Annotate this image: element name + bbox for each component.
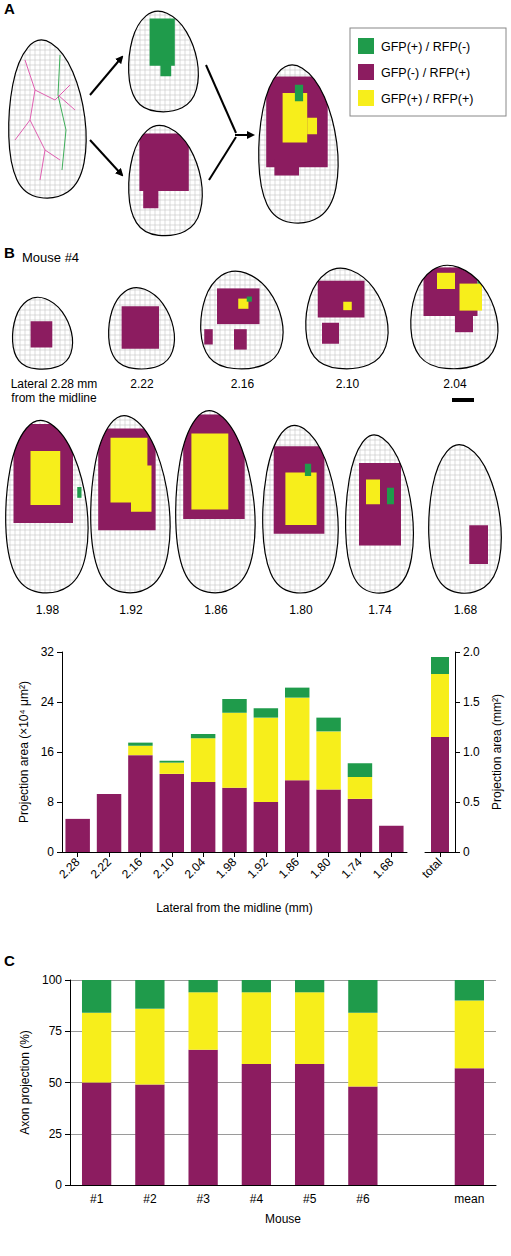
- svg-text:#5: #5: [303, 1192, 317, 1206]
- html-text:2.22: 2.22: [130, 377, 154, 391]
- svg-text:50: 50: [49, 1076, 63, 1090]
- svg-text:1.68: 1.68: [370, 855, 397, 882]
- html-text:Lateral 2.28 mm from the midli: Lateral 2.28 mm from the midline: [10, 377, 98, 405]
- svg-text:#2: #2: [143, 1192, 157, 1206]
- svg-text:75: 75: [49, 1024, 63, 1038]
- html-text:A: A: [4, 0, 15, 17]
- svg-text:0: 0: [463, 845, 470, 859]
- svg-text:GFP(-) / RFP(+): GFP(-) / RFP(+): [381, 66, 470, 80]
- svg-text:#6: #6: [356, 1192, 370, 1206]
- svg-text:1.74: 1.74: [339, 855, 366, 882]
- svg-text:#4: #4: [250, 1192, 264, 1206]
- html-text:1.68: 1.68: [453, 603, 478, 617]
- html-text:1.74: 1.74: [368, 603, 392, 617]
- svg-text:0: 0: [55, 1178, 62, 1192]
- svg-text:GFP(+) / RFP(+): GFP(+) / RFP(+): [381, 92, 473, 106]
- svg-text:Lateral from the midline (mm): Lateral from the midline (mm): [156, 901, 313, 915]
- html-text:Mouse #4: Mouse #4: [22, 250, 80, 265]
- svg-text:1.80: 1.80: [307, 855, 334, 882]
- svg-text:32: 32: [41, 645, 55, 659]
- svg-text:2.0: 2.0: [463, 645, 480, 659]
- html-text:2.10: 2.10: [335, 377, 360, 391]
- svg-text:#1: #1: [90, 1192, 104, 1206]
- svg-text:1.98: 1.98: [213, 855, 240, 882]
- svg-text:2.28: 2.28: [56, 855, 83, 882]
- html-text:1.86: 1.86: [204, 603, 228, 617]
- svg-text:1.5: 1.5: [463, 695, 480, 709]
- html-text:B: B: [4, 244, 15, 261]
- svg-text:0.5: 0.5: [463, 795, 480, 809]
- svg-text:1.86: 1.86: [276, 855, 303, 882]
- svg-text:total: total: [419, 855, 445, 881]
- svg-text:1.0: 1.0: [463, 745, 480, 759]
- html-text:2.04: 2.04: [443, 377, 467, 391]
- html-text:1.92: 1.92: [119, 603, 143, 617]
- svg-text:Projection area (mm²): Projection area (mm²): [490, 694, 504, 810]
- svg-text:2.04: 2.04: [182, 855, 209, 882]
- svg-text:2.10: 2.10: [150, 855, 177, 882]
- html-text:1.98: 1.98: [35, 603, 60, 617]
- svg-text:2.16: 2.16: [119, 855, 146, 882]
- svg-text:16: 16: [41, 745, 55, 759]
- svg-text:1.92: 1.92: [244, 855, 271, 882]
- svg-text:8: 8: [47, 795, 54, 809]
- svg-text:0: 0: [47, 845, 54, 859]
- svg-text:24: 24: [41, 695, 55, 709]
- html-text:1.80: 1.80: [289, 603, 313, 617]
- html-text:C: C: [4, 952, 15, 969]
- html-text:2.16: 2.16: [230, 377, 255, 391]
- svg-text:mean: mean: [454, 1192, 484, 1206]
- svg-text:Projection area (×10⁴ μm²): Projection area (×10⁴ μm²): [17, 681, 31, 823]
- svg-text:Mouse: Mouse: [265, 1212, 301, 1226]
- svg-text:25: 25: [49, 1127, 63, 1141]
- svg-text:2.22: 2.22: [88, 855, 115, 882]
- svg-text:100: 100: [42, 973, 62, 987]
- svg-text:GFP(+) / RFP(-): GFP(+) / RFP(-): [381, 40, 470, 54]
- svg-text:#3: #3: [196, 1192, 210, 1206]
- svg-text:Axon projection (%): Axon projection (%): [18, 1030, 32, 1135]
